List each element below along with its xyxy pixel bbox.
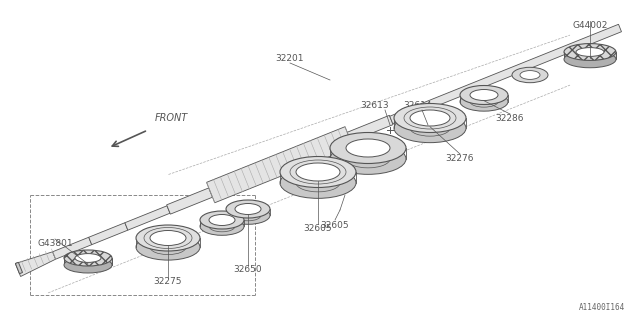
Text: G44002: G44002 <box>572 20 608 29</box>
Ellipse shape <box>394 103 466 132</box>
Text: 32613: 32613 <box>361 100 389 109</box>
Ellipse shape <box>64 257 112 273</box>
Polygon shape <box>166 188 212 214</box>
Ellipse shape <box>410 120 450 136</box>
Ellipse shape <box>150 240 186 255</box>
Ellipse shape <box>226 206 270 224</box>
Ellipse shape <box>280 156 356 188</box>
Ellipse shape <box>564 44 616 60</box>
Ellipse shape <box>280 167 356 198</box>
Ellipse shape <box>296 174 340 192</box>
Text: 32201: 32201 <box>276 53 304 62</box>
Text: 32605: 32605 <box>304 223 332 233</box>
Ellipse shape <box>394 114 466 143</box>
Polygon shape <box>89 223 128 245</box>
Text: FRONT: FRONT <box>155 113 188 123</box>
Polygon shape <box>64 258 112 265</box>
Ellipse shape <box>512 67 548 83</box>
Polygon shape <box>564 52 616 59</box>
Ellipse shape <box>150 230 186 245</box>
Ellipse shape <box>136 234 200 260</box>
Text: 32650: 32650 <box>234 266 262 275</box>
Ellipse shape <box>330 143 406 174</box>
Text: 32286: 32286 <box>496 114 524 123</box>
Polygon shape <box>390 24 621 124</box>
Polygon shape <box>348 115 393 141</box>
Ellipse shape <box>200 217 244 235</box>
Ellipse shape <box>470 90 498 100</box>
Polygon shape <box>207 127 353 203</box>
Ellipse shape <box>209 214 235 226</box>
Ellipse shape <box>296 163 340 181</box>
Ellipse shape <box>136 225 200 251</box>
Ellipse shape <box>235 204 261 214</box>
Text: 32275: 32275 <box>154 277 182 286</box>
Ellipse shape <box>226 200 270 218</box>
Polygon shape <box>15 252 56 276</box>
Text: G43801: G43801 <box>37 238 73 247</box>
Ellipse shape <box>200 211 244 229</box>
Ellipse shape <box>460 92 508 111</box>
Text: 32276: 32276 <box>445 154 474 163</box>
Text: A11400I164: A11400I164 <box>579 303 625 312</box>
Polygon shape <box>125 206 170 230</box>
Ellipse shape <box>75 253 101 262</box>
Polygon shape <box>15 262 22 274</box>
Ellipse shape <box>520 71 540 79</box>
Ellipse shape <box>346 150 390 168</box>
Ellipse shape <box>564 51 616 68</box>
Text: 32605: 32605 <box>321 220 349 229</box>
Ellipse shape <box>235 210 261 221</box>
Ellipse shape <box>330 132 406 164</box>
Polygon shape <box>52 237 92 259</box>
Ellipse shape <box>470 96 498 107</box>
Text: 32614: 32614 <box>404 100 432 109</box>
Ellipse shape <box>209 221 235 232</box>
Ellipse shape <box>576 48 604 56</box>
Ellipse shape <box>410 110 450 126</box>
Ellipse shape <box>460 85 508 105</box>
Ellipse shape <box>346 139 390 157</box>
Ellipse shape <box>64 250 112 266</box>
